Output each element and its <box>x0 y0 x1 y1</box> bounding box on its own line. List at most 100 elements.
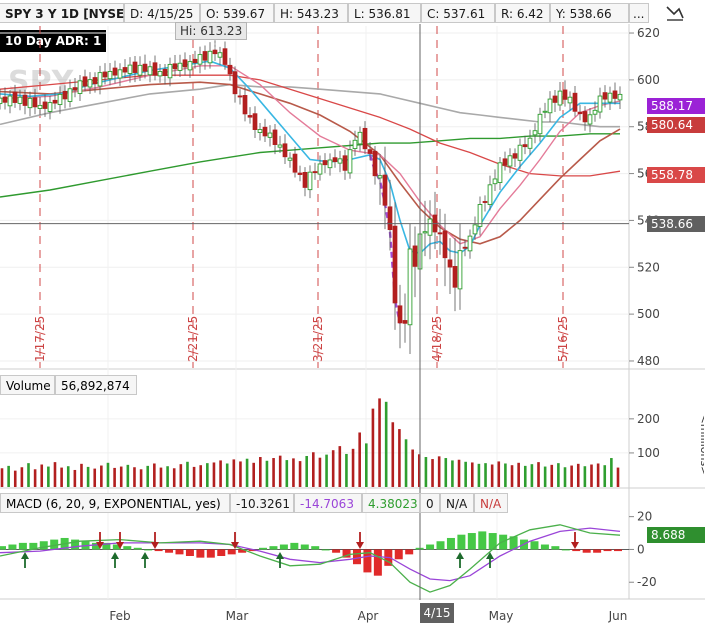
volume-bar <box>523 465 527 487</box>
more-button[interactable]: ... <box>629 3 649 23</box>
volume-bar <box>73 469 77 487</box>
candle-body <box>202 51 208 61</box>
candle <box>397 284 403 349</box>
candle-body <box>377 175 383 179</box>
macd-histogram-bar <box>144 549 153 551</box>
volume-bar <box>424 457 428 487</box>
candle-body <box>412 245 418 267</box>
macd-histogram-bar <box>572 549 581 552</box>
candle-body <box>182 59 188 68</box>
macd-na-value: N/A <box>474 493 508 513</box>
range-readout: R: 6.42 <box>495 3 550 23</box>
volume-bar <box>225 463 229 487</box>
macd-histogram-bar <box>311 546 320 550</box>
candle <box>357 126 363 152</box>
candle-body <box>567 96 573 104</box>
volume-bar <box>139 469 143 487</box>
candle <box>437 208 443 255</box>
ma-price-tag: 580.64 <box>647 117 705 133</box>
cursor-date-label: 4/15 <box>420 603 454 623</box>
candle-body <box>587 114 593 125</box>
candle-body <box>382 174 388 206</box>
candle <box>607 86 613 111</box>
candle <box>547 91 553 122</box>
candle <box>267 125 273 147</box>
volume-bar <box>172 468 176 487</box>
candle <box>367 142 373 161</box>
volume-bar <box>93 468 97 487</box>
volume-bar <box>331 450 335 487</box>
candle-body <box>582 111 588 123</box>
volume-bar <box>278 455 282 487</box>
volume-bar <box>610 458 613 487</box>
candle-body <box>327 159 333 169</box>
candle <box>142 54 148 79</box>
drawing-tool-icon[interactable] <box>664 3 686 23</box>
candle-body <box>507 155 513 167</box>
candle <box>72 78 78 98</box>
volume-bar <box>457 459 461 487</box>
candle <box>7 90 13 114</box>
macd-histogram-bar <box>394 549 403 560</box>
adr-label: 10 Day ADR: 1 <box>0 30 107 52</box>
candle <box>77 74 83 102</box>
volume-label[interactable]: Volume <box>0 375 55 395</box>
candle <box>467 229 473 259</box>
symbol-label[interactable]: SPY 3 Y 1D [NYSE] <box>0 3 130 23</box>
low-readout: L: 536.81 <box>348 3 421 23</box>
candle-body <box>267 132 273 138</box>
volume-bar <box>444 458 448 487</box>
candle-body <box>127 64 133 74</box>
candle <box>112 60 118 84</box>
volume-bar <box>517 462 520 487</box>
volume-bar <box>497 461 501 487</box>
candle-body <box>372 150 378 177</box>
candle <box>452 237 458 312</box>
time-tick-label: May <box>489 609 514 623</box>
candle-body <box>617 93 623 101</box>
macd-line <box>0 524 621 593</box>
candle-body <box>332 157 338 163</box>
time-axis: Feb Mar Apr May Jun <box>109 609 627 623</box>
candle-body <box>292 153 298 173</box>
ma-pink-line <box>0 65 621 245</box>
candle <box>292 146 298 178</box>
candle-body <box>192 58 198 64</box>
macd-histogram-bar <box>540 544 549 550</box>
candle <box>52 91 58 110</box>
candle-body <box>297 172 303 175</box>
macd-histogram-bar <box>71 539 80 550</box>
candle-body <box>347 149 353 174</box>
candle-body <box>542 110 548 113</box>
sell-arrow-icon <box>116 532 124 549</box>
candle-body <box>322 160 328 166</box>
macd-label[interactable]: MACD (6, 20, 9, EXPONENTIAL, yes) <box>0 493 230 513</box>
volume-bar <box>126 464 130 487</box>
price-tick-label: 620 <box>637 26 660 40</box>
candle-body <box>462 246 468 249</box>
candle-body <box>317 163 323 175</box>
candle <box>612 82 618 105</box>
volume-bar <box>477 463 481 487</box>
macd-histogram-bar <box>405 549 414 555</box>
candle <box>477 196 483 236</box>
candle-body <box>342 155 348 171</box>
volume-bar <box>484 463 487 487</box>
macd-tick-label: 20 <box>637 510 652 524</box>
candle <box>297 165 303 182</box>
candle <box>447 238 453 295</box>
candle-body <box>472 224 478 235</box>
candle <box>157 63 163 83</box>
sell-arrow-icon <box>151 532 159 549</box>
candle <box>47 96 53 120</box>
candle-body <box>42 101 48 109</box>
candle-body <box>487 184 493 205</box>
ma-gray-line <box>0 83 620 128</box>
candle <box>122 59 128 79</box>
candle-body <box>477 204 483 227</box>
candle <box>2 87 8 110</box>
volume-bar <box>133 467 136 487</box>
candle <box>232 66 238 103</box>
high-readout: H: 543.23 <box>274 3 348 23</box>
